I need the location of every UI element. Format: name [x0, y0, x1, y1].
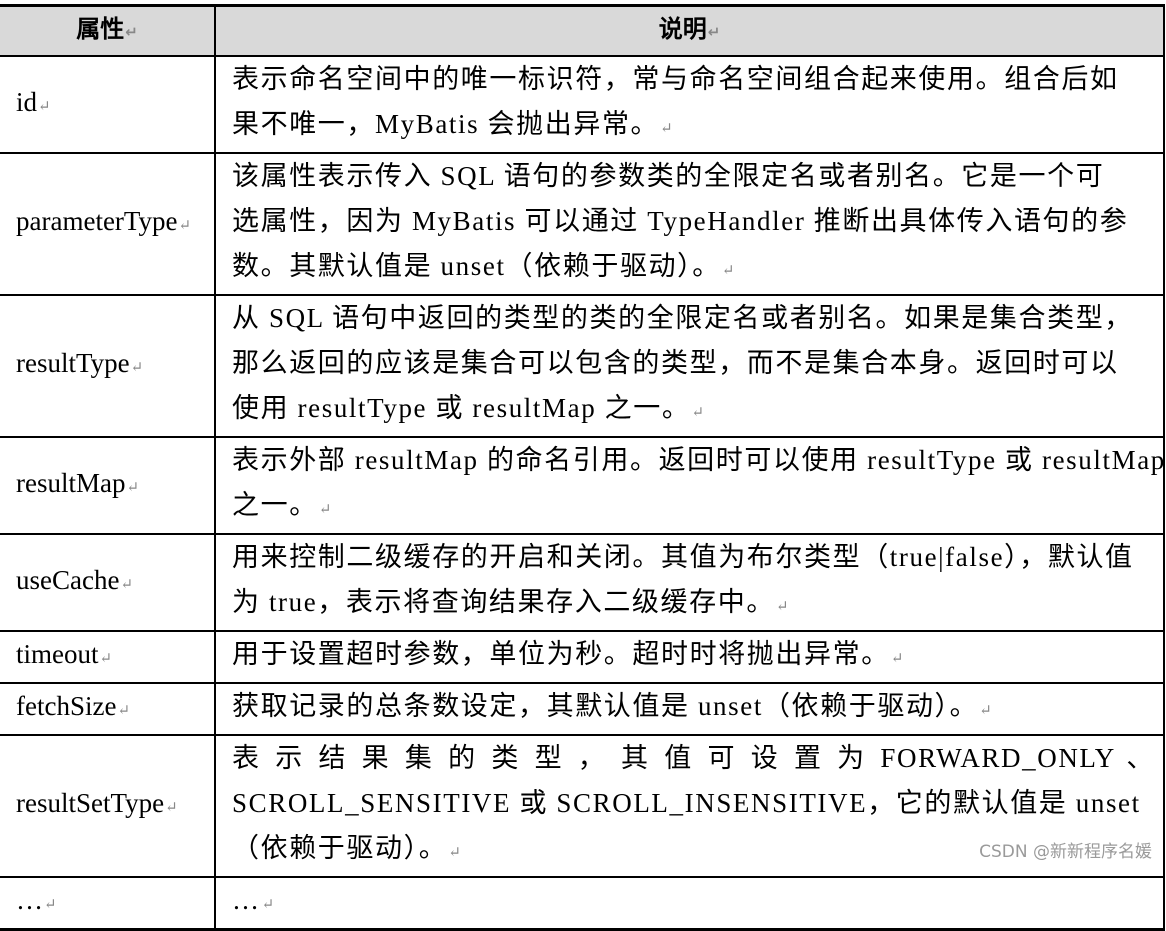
description-cell: 从 SQL 语句中返回的类型的类的全限定名或者别名。如果是集合类型， 那么返回的应… [214, 294, 1165, 438]
description-line: 那么返回的应该是集合可以包含的类型，而不是集合本身。返回时可以 [232, 348, 1119, 378]
description-line: 数。其默认值是 unset（依赖于驱动）。 [232, 244, 1155, 294]
description-cell: 获取记录的总条数设定，其默认值是 unset（依赖于驱动）。 [214, 682, 1165, 736]
description-line: （依赖于驱动）。 [232, 826, 1155, 876]
attribute-cell: fetchSize [0, 682, 216, 736]
description-cell: 用来控制二级缓存的开启和关闭。其值为布尔类型（true|false），默认值为 … [214, 533, 1165, 632]
header-description: 说明 [214, 4, 1165, 57]
watermark: CSDN @新新程序名媛 [979, 842, 1152, 862]
attribute-cell: useCache [0, 533, 216, 632]
attributes-table: 属性 说明 id 表示命名空间中的唯一标识符，常与命名空间组合起来使用。组合后如果… [0, 4, 1165, 931]
attribute-name: resultType [16, 348, 143, 378]
description-line: 用于设置超时参数，单位为秒。超时时将抛出异常。 [232, 632, 1155, 682]
table-row: resultSetType 表 示 结 果 集 的 类 型 ， 其 值 可 设 置… [0, 734, 1165, 878]
attribute-name: … [16, 885, 57, 915]
description-line: SCROLL_SENSITIVE 或 SCROLL_INSENSITIVE，它的… [232, 788, 1141, 818]
description-line: 表 示 结 果 集 的 类 型 ， 其 值 可 设 置 为 FORWARD_ON… [232, 743, 1155, 773]
description-line: 表示命名空间中的唯一标识符，常与命名空间组合起来使用。组合后如 [232, 64, 1119, 94]
description-line: 果不唯一，MyBatis 会抛出异常。 [232, 102, 1155, 152]
attribute-cell: resultSetType [0, 734, 216, 878]
table-row: resultMap 表示外部 resultMap 的命名引用。返回时可以使用 re… [0, 436, 1166, 535]
description-line: 之一。 [232, 483, 1155, 533]
description-cell: 表 示 结 果 集 的 类 型 ， 其 值 可 设 置 为 FORWARD_ON… [214, 734, 1165, 878]
table-row: useCache 用来控制二级缓存的开启和关闭。其值为布尔类型（true|fals… [0, 533, 1165, 632]
description-cell: 表示外部 resultMap 的命名引用。返回时可以使用 resultType … [214, 436, 1166, 535]
description-line: … [232, 878, 1155, 928]
description-cell: 表示命名空间中的唯一标识符，常与命名空间组合起来使用。组合后如果不唯一，MyBa… [214, 55, 1165, 154]
description-line: 用来控制二级缓存的开启和关闭。其值为布尔类型（true|false），默认值 [232, 542, 1134, 572]
attribute-cell: id [0, 55, 216, 154]
attribute-name: timeout [16, 639, 112, 669]
attribute-name: useCache [16, 565, 133, 595]
description-line: 表示外部 resultMap 的命名引用。返回时可以使用 resultType … [232, 445, 1166, 475]
attribute-cell: … [0, 876, 216, 931]
description-line: 为 true，表示将查询结果存入二级缓存中。 [232, 580, 1155, 630]
attribute-name: resultSetType [16, 788, 178, 818]
attribute-name: fetchSize [16, 691, 130, 721]
table-row: …… [0, 876, 1165, 931]
attribute-cell: resultType [0, 294, 216, 438]
table-row: resultType 从 SQL 语句中返回的类型的类的全限定名或者别名。如果是集… [0, 294, 1165, 438]
attribute-cell: resultMap [0, 436, 216, 535]
attribute-name: resultMap [16, 468, 139, 498]
description-line: 选属性，因为 MyBatis 可以通过 TypeHandler 推断出具体传入语… [232, 206, 1129, 236]
attribute-name: parameterType [16, 206, 191, 236]
table-row: fetchSize 获取记录的总条数设定，其默认值是 unset（依赖于驱动）。 [0, 682, 1165, 736]
description-line: 从 SQL 语句中返回的类型的类的全限定名或者别名。如果是集合类型， [232, 303, 1133, 333]
description-cell: … [214, 876, 1165, 931]
table-row: timeout 用于设置超时参数，单位为秒。超时时将抛出异常。 [0, 630, 1165, 684]
description-line: 该属性表示传入 SQL 语句的参数类的全限定名或者别名。它是一个可 [232, 161, 1105, 191]
description-line: 使用 resultType 或 resultMap 之一。 [232, 386, 1155, 436]
description-line: 获取记录的总条数设定，其默认值是 unset（依赖于驱动）。 [232, 684, 1155, 734]
header-attribute: 属性 [0, 4, 216, 57]
description-cell: 该属性表示传入 SQL 语句的参数类的全限定名或者别名。它是一个可 选属性，因为 … [214, 152, 1165, 296]
table-row: id 表示命名空间中的唯一标识符，常与命名空间组合起来使用。组合后如果不唯一，My… [0, 55, 1165, 154]
table-header-row: 属性 说明 [0, 4, 1165, 57]
attribute-cell: parameterType [0, 152, 216, 296]
attribute-cell: timeout [0, 630, 216, 684]
table-row: parameterType 该属性表示传入 SQL 语句的参数类的全限定名或者别名… [0, 152, 1165, 296]
description-cell: 用于设置超时参数，单位为秒。超时时将抛出异常。 [214, 630, 1165, 684]
attribute-name: id [16, 87, 51, 117]
